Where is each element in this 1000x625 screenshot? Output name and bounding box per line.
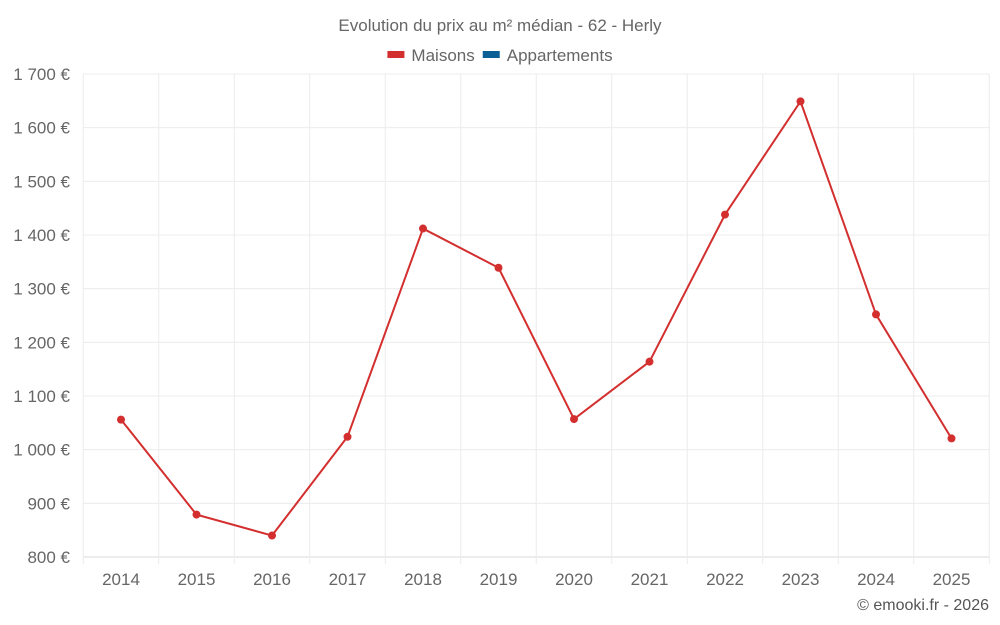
series-layer [117, 97, 956, 540]
y-tick-label: 800 € [27, 548, 70, 567]
y-tick-label: 1 300 € [13, 280, 70, 299]
y-tick-label: 1 600 € [13, 119, 70, 138]
x-tick-label: 2018 [404, 570, 442, 589]
legend[interactable]: Maisons Appartements [387, 46, 613, 65]
legend-label-0[interactable]: Maisons [411, 46, 474, 65]
x-axis: 2014 2015 2016 2017 2018 2019 2020 2021 2022 2023… [102, 570, 970, 589]
chart-title: Evolution du prix au m² médian - 62 - He… [338, 16, 662, 35]
x-tick-label: 2015 [178, 570, 216, 589]
data-point[interactable] [343, 432, 352, 441]
y-tick-label: 1 700 € [13, 65, 70, 84]
data-point[interactable] [947, 434, 956, 443]
x-tick-label: 2019 [480, 570, 518, 589]
y-tick-label: 1 000 € [13, 441, 70, 460]
x-tick-label: 2016 [253, 570, 291, 589]
data-point[interactable] [192, 510, 201, 519]
data-point[interactable] [419, 224, 427, 233]
y-tick-label: 900 € [27, 494, 70, 513]
y-tick-label: 1 100 € [13, 387, 70, 406]
footer-credit: © emooki.fr - 2026 [857, 597, 989, 614]
x-tick-label: 2023 [782, 570, 820, 589]
y-axis: 800 € 900 € 1 000 € 1 100 € 1 200 € 1 300 € 1 … [13, 65, 70, 567]
data-point[interactable] [268, 531, 276, 540]
y-tick-label: 1 400 € [13, 226, 70, 245]
legend-swatch [482, 51, 500, 58]
x-tick-label: 2022 [706, 570, 744, 589]
x-tick-label: 2017 [329, 570, 367, 589]
legend-swatch [387, 51, 405, 58]
data-point[interactable] [872, 310, 880, 319]
data-point[interactable] [494, 263, 503, 272]
x-tick-label: 2020 [555, 570, 593, 589]
grid [82, 73, 990, 564]
x-tick-label: 2025 [933, 570, 971, 589]
data-point[interactable] [570, 415, 578, 424]
data-point[interactable] [721, 210, 729, 219]
legend-label-1[interactable]: Appartements [507, 46, 613, 65]
x-tick-label: 2021 [631, 570, 669, 589]
data-point[interactable] [645, 357, 654, 366]
y-tick-label: 1 500 € [13, 172, 70, 191]
data-point[interactable] [117, 415, 125, 424]
y-tick-label: 1 200 € [13, 333, 70, 352]
x-tick-label: 2024 [857, 570, 895, 589]
series-line-maisons [120, 100, 953, 537]
data-point[interactable] [796, 97, 805, 106]
x-tick-label: 2014 [102, 570, 140, 589]
